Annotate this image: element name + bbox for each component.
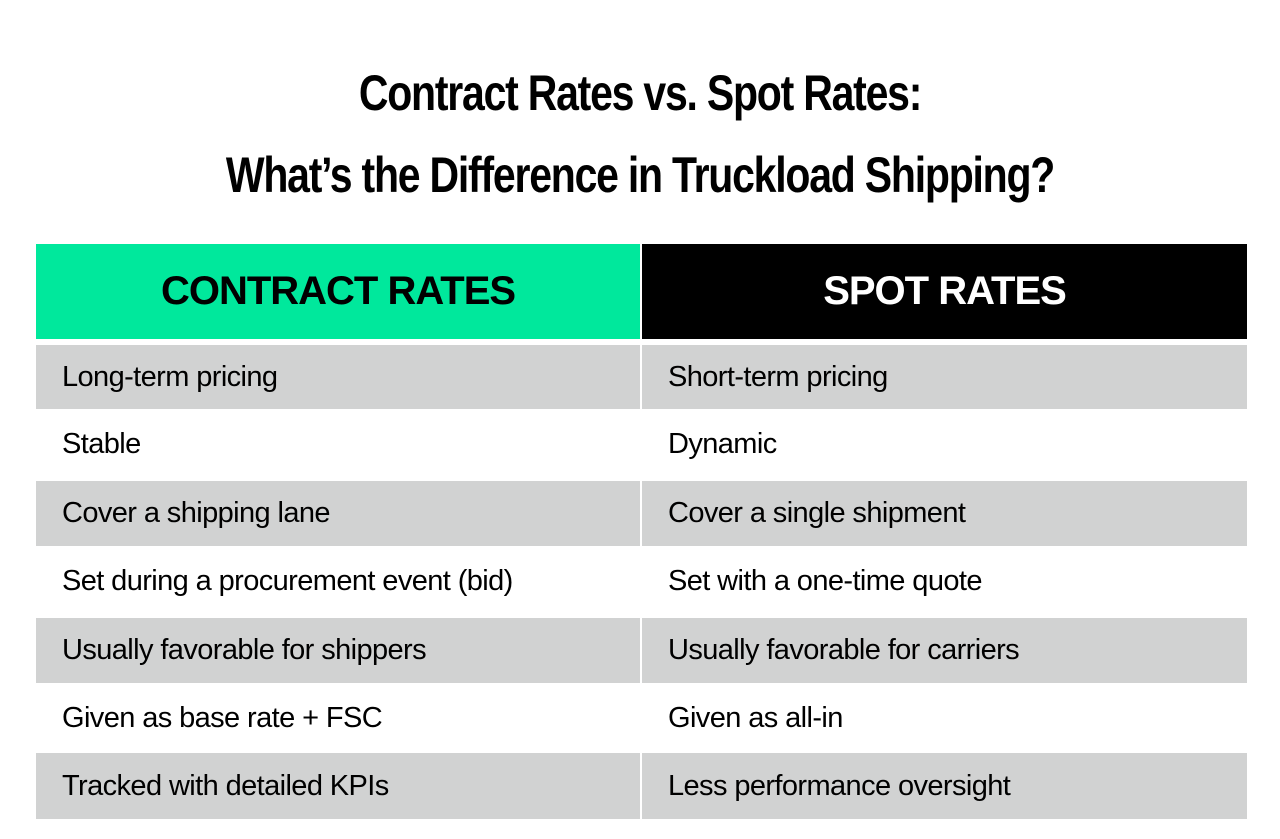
- spot-cell: Less performance oversight: [642, 753, 1247, 819]
- spot-cell: Given as all-in: [642, 683, 1247, 753]
- title-line-1: Contract Rates vs. Spot Rates:: [358, 65, 923, 121]
- table-row: Long-term pricing Short-term pricing: [36, 345, 1247, 409]
- header-contract-rates: CONTRACT RATES: [36, 244, 640, 339]
- spot-cell: Cover a single shipment: [642, 481, 1247, 546]
- spot-cell: Dynamic: [642, 409, 1247, 479]
- table-row: Set during a procurement event (bid) Set…: [36, 546, 1247, 616]
- header-spot-rates: SPOT RATES: [642, 244, 1247, 339]
- contract-cell: Stable: [36, 409, 640, 479]
- table-row: Stable Dynamic: [36, 409, 1247, 479]
- table-header: CONTRACT RATES SPOT RATES: [36, 244, 1247, 339]
- table-row: Given as base rate + FSC Given as all-in: [36, 683, 1247, 753]
- table-row: Cover a shipping lane Cover a single shi…: [36, 481, 1247, 546]
- contract-cell: Cover a shipping lane: [36, 481, 640, 546]
- spot-cell: Usually favorable for carriers: [642, 618, 1247, 683]
- comparison-table: CONTRACT RATES SPOT RATES Long-term pric…: [36, 244, 1247, 819]
- contract-cell: Long-term pricing: [36, 345, 640, 409]
- page-title: Contract Rates vs. Spot Rates: What’s th…: [115, 52, 1165, 216]
- title-line-2: What’s the Difference in Truckload Shipp…: [225, 147, 1055, 203]
- spot-cell: Set with a one-time quote: [642, 546, 1247, 616]
- contract-cell: Given as base rate + FSC: [36, 683, 640, 753]
- table-row: Tracked with detailed KPIs Less performa…: [36, 753, 1247, 819]
- contract-cell: Tracked with detailed KPIs: [36, 753, 640, 819]
- spot-cell: Short-term pricing: [642, 345, 1247, 409]
- table-row: Usually favorable for shippers Usually f…: [36, 618, 1247, 683]
- contract-cell: Set during a procurement event (bid): [36, 546, 640, 616]
- contract-cell: Usually favorable for shippers: [36, 618, 640, 683]
